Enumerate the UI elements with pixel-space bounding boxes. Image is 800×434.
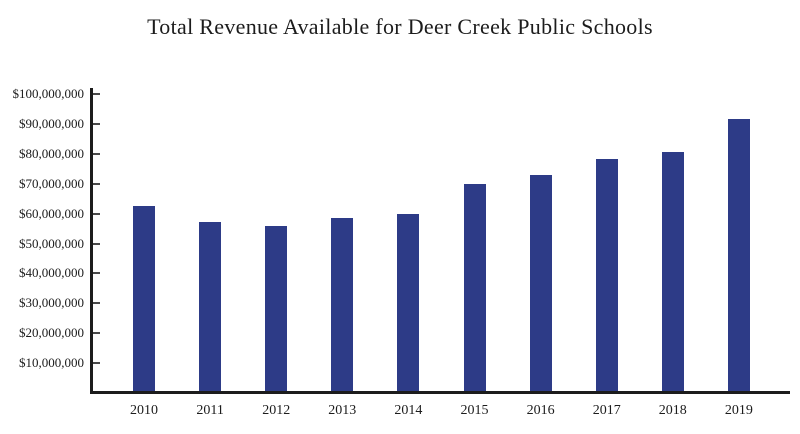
y-axis-tick [93, 182, 100, 185]
bar-2016 [529, 174, 552, 394]
y-axis-tick-label: $70,000,000 [19, 175, 84, 191]
x-axis-label-2018: 2018 [658, 403, 687, 418]
y-axis-tick-label: $80,000,000 [19, 145, 84, 161]
x-axis-line [90, 391, 790, 394]
y-axis-tick [93, 152, 100, 155]
y-axis-tick-label: $100,000,000 [12, 86, 85, 101]
y-axis-tick [93, 93, 100, 95]
y-axis-tick-label: $10,000,000 [19, 355, 84, 371]
bar-2015 [463, 183, 486, 394]
bar-2018 [661, 152, 684, 394]
y-axis-tick [93, 332, 100, 335]
y-axis-tick-label: $50,000,000 [19, 235, 84, 251]
x-axis-label-2014: 2014 [394, 403, 423, 418]
bar-2019 [727, 119, 750, 394]
y-axis-tick [93, 122, 100, 125]
y-axis-tick [93, 212, 100, 215]
x-axis-label-2011: 2011 [196, 403, 224, 418]
y-axis-tick [93, 272, 100, 275]
y-axis-tick [93, 302, 100, 305]
y-axis-line [90, 88, 93, 394]
x-axis-label-2016: 2016 [526, 403, 555, 418]
bar-2011 [199, 221, 222, 394]
bar-2010 [133, 206, 155, 394]
y-axis-tick-label: $60,000,000 [19, 205, 84, 221]
y-axis-tick-label: $90,000,000 [19, 115, 84, 131]
x-axis-label-2017: 2017 [592, 403, 621, 418]
y-axis-tick-label: $20,000,000 [19, 325, 84, 341]
y-axis-tick [93, 362, 100, 365]
y-axis-tick [93, 242, 100, 245]
bar-2013 [331, 218, 354, 394]
chart-title: Total Revenue Available for Deer Creek P… [147, 14, 653, 39]
y-axis-tick-label: $40,000,000 [19, 265, 84, 281]
bar-2014 [397, 214, 420, 394]
x-axis-label-2010: 2010 [130, 403, 158, 418]
x-axis-label-2019: 2019 [724, 403, 753, 418]
x-axis-label-2015: 2015 [460, 403, 489, 418]
x-axis-label-2013: 2013 [328, 403, 357, 418]
bar-2017 [595, 159, 618, 394]
y-axis-tick-label: $30,000,000 [19, 295, 84, 311]
bar-2012 [265, 226, 288, 394]
x-axis-label-2012: 2012 [262, 403, 291, 418]
